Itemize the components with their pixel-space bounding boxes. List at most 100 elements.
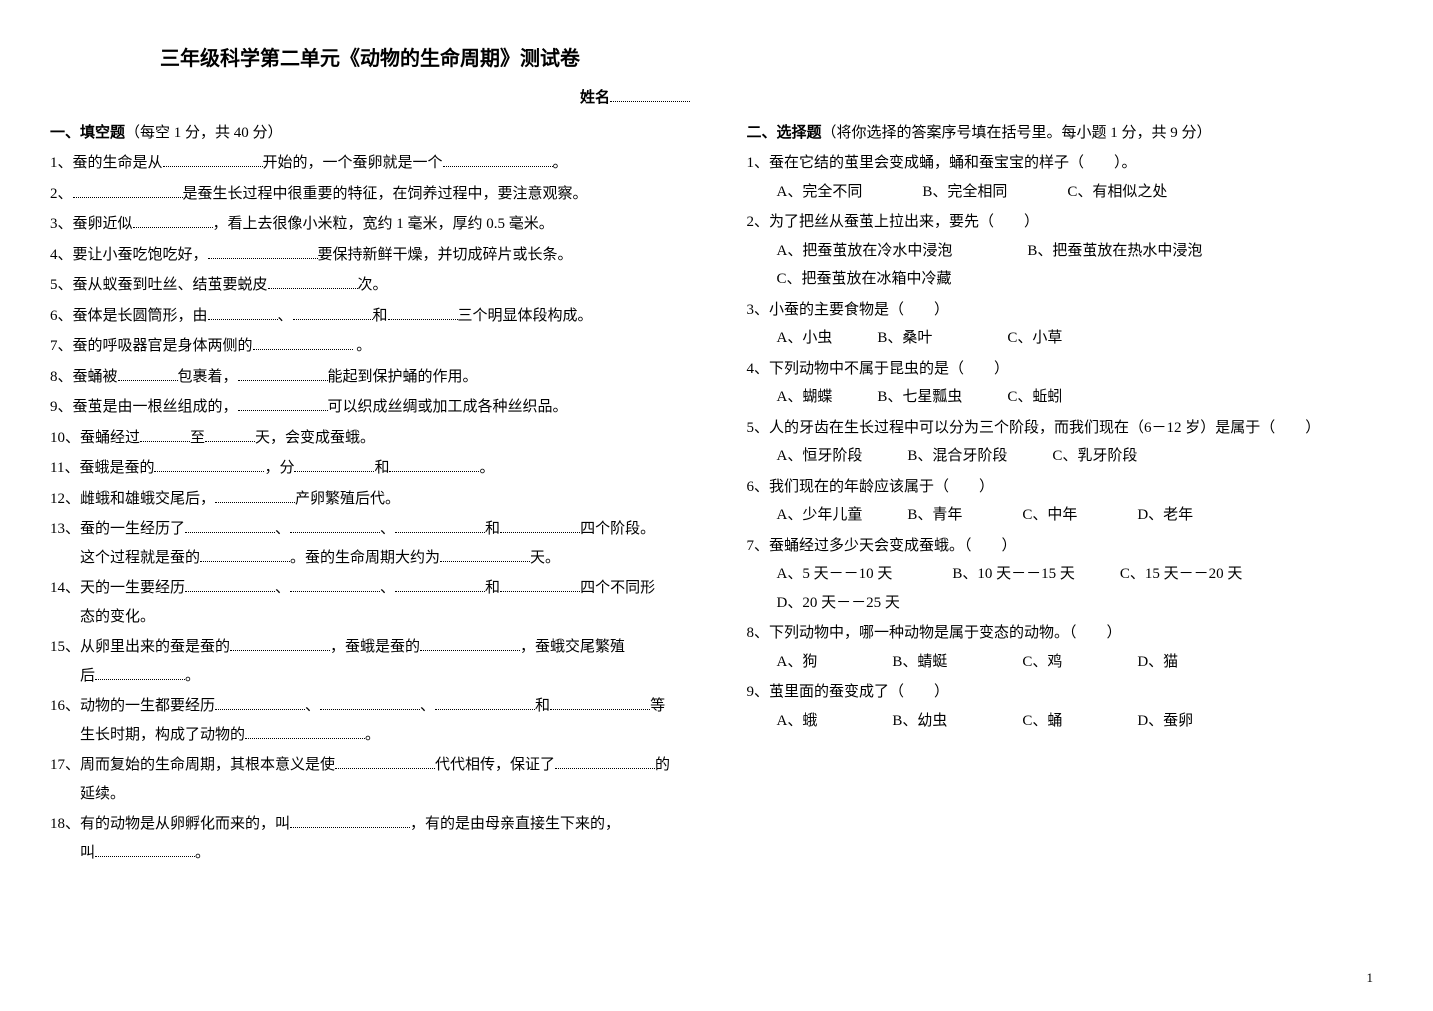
fill-q3: 3、蚕卵近似，看上去很像小米粒，宽约 1 毫米，厚约 0.5 毫米。 — [50, 210, 687, 239]
choice-q1: 1、蚕在它结的茧里会变成蛹，蛹和蚕宝宝的样子（ ）。 — [747, 149, 1384, 178]
q6-text-b: 、 — [278, 308, 293, 324]
q13-text-g: 。蚕的生命周期大约为 — [290, 550, 440, 566]
fill-q12: 12、雌蛾和雄蛾交尾后， 产卵繁殖后代。 — [50, 485, 687, 514]
q12-text-a: 12、雌蛾和雄蛾交尾后， — [50, 491, 215, 507]
blank[interactable] — [238, 396, 328, 411]
blank[interactable] — [163, 152, 263, 167]
blank[interactable] — [118, 366, 178, 381]
blank[interactable] — [268, 274, 358, 289]
blank[interactable] — [73, 183, 183, 198]
q15-text-c: ，蚕蛾交尾繁殖 — [520, 639, 625, 655]
blank[interactable] — [208, 305, 278, 320]
blank[interactable] — [395, 577, 485, 592]
fill-q2: 2、是蚕生长过程中很重要的特征，在饲养过程中，要注意观察。 — [50, 180, 687, 209]
q11-text-d: 。 — [479, 460, 494, 476]
q13-text-b: 、 — [275, 521, 290, 537]
q8-text-a: 8、蚕蛹被 — [50, 369, 118, 385]
q11-text-a: 11、蚕蛾是蚕的 — [50, 460, 154, 476]
blank[interactable] — [435, 695, 535, 710]
fill-q11: 11、蚕蛾是蚕的，分和。 — [50, 454, 687, 483]
blank[interactable] — [140, 427, 190, 442]
blank[interactable] — [420, 636, 520, 651]
blank[interactable] — [550, 695, 650, 710]
q7-text-b: 。 — [353, 338, 372, 354]
q9-text-a: 9、蚕茧是由一根丝组成的， — [50, 399, 238, 415]
fill-q8: 8、蚕蛹被包裹着，能起到保护蛹的作用。 — [50, 363, 687, 392]
q16-text-g: 。 — [365, 727, 380, 743]
fill-q18: 18、有的动物是从卵孵化而来的，叫，有的是由母亲直接生下来的， 叫。 — [50, 810, 687, 867]
q17-text-c: 的 — [655, 757, 670, 773]
q6-text-c: 和 — [373, 308, 388, 324]
q13-text-a: 13、蚕的一生经历了 — [50, 521, 185, 537]
fill-q4: 4、要让小蚕吃饱吃好，要保持新鲜干燥，并切成碎片或长条。 — [50, 241, 687, 270]
q16-text-f: 生长时期，构成了动物的 — [80, 727, 245, 743]
blank[interactable] — [154, 457, 264, 472]
q10-text-a: 10、蚕蛹经过 — [50, 430, 140, 446]
left-column: 一、填空题（每空 1 分，共 40 分） 1、蚕的生命是从开始的，一个蚕卵就是一… — [50, 119, 687, 868]
page-number: 1 — [1367, 966, 1374, 991]
q6-text-d: 三个明显体段构成。 — [458, 308, 593, 324]
fill-q15: 15、从卵里出来的蚕是蚕的，蚕蛾是蚕的，蚕蛾交尾繁殖 后。 — [50, 633, 687, 690]
blank[interactable] — [215, 488, 295, 503]
blank[interactable] — [500, 518, 580, 533]
two-column-layout: 一、填空题（每空 1 分，共 40 分） 1、蚕的生命是从开始的，一个蚕卵就是一… — [50, 119, 1383, 868]
q15-line2: 后。 — [50, 662, 687, 691]
blank[interactable] — [388, 305, 458, 320]
choice-q7-opts1: A、5 天－－10 天 B、10 天－－15 天 C、15 天－－20 天 — [747, 560, 1384, 589]
q18-text-c: 叫 — [80, 845, 95, 861]
q10-text-b: 至 — [190, 430, 205, 446]
choice-q2: 2、为了把丝从蚕茧上拉出来，要先（ ） — [747, 208, 1384, 237]
blank[interactable] — [395, 518, 485, 533]
blank[interactable] — [253, 335, 353, 350]
blank[interactable] — [205, 427, 255, 442]
q14-text-b: 、 — [275, 580, 290, 596]
name-blank[interactable] — [610, 101, 690, 102]
blank[interactable] — [290, 813, 410, 828]
blank[interactable] — [440, 547, 530, 562]
choice-q7-opts2: D、20 天－－25 天 — [747, 589, 1384, 618]
name-line: 姓名 — [50, 84, 690, 113]
blank[interactable] — [290, 577, 380, 592]
blank[interactable] — [95, 842, 195, 857]
blank[interactable] — [335, 754, 435, 769]
q18-text-d: 。 — [195, 845, 210, 861]
blank[interactable] — [290, 518, 380, 533]
q18-line2: 叫。 — [50, 839, 687, 868]
choice-q5: 5、人的牙齿在生长过程中可以分为三个阶段，而我们现在（6－12 岁）是属于（ ） — [747, 414, 1384, 443]
blank[interactable] — [500, 577, 580, 592]
q13-text-h: 天。 — [530, 550, 560, 566]
fill-q13: 13、蚕的一生经历了、、和四个阶段。 这个过程就是蚕的。蚕的生命周期大约为天。 — [50, 515, 687, 572]
choice-q2-opts2: C、把蚕茧放在冰箱中冷藏 — [747, 265, 1384, 294]
q14-text-a: 14、天的一生要经历 — [50, 580, 185, 596]
blank[interactable] — [294, 457, 374, 472]
blank[interactable] — [320, 695, 420, 710]
blank[interactable] — [230, 636, 330, 651]
fill-q17: 17、周而复始的生命周期，其根本意义是使代代相传，保证了的 延续。 — [50, 751, 687, 808]
blank[interactable] — [245, 724, 365, 739]
blank[interactable] — [185, 577, 275, 592]
exam-title: 三年级科学第二单元《动物的生命周期》测试卷 — [50, 40, 690, 78]
blank[interactable] — [443, 152, 553, 167]
q2-text-b: 是蚕生长过程中很重要的特征，在饲养过程中，要注意观察。 — [183, 186, 588, 202]
blank[interactable] — [215, 695, 305, 710]
blank[interactable] — [238, 366, 328, 381]
blank[interactable] — [185, 518, 275, 533]
fill-q10: 10、蚕蛹经过至天，会变成蚕蛾。 — [50, 424, 687, 453]
fill-q6: 6、蚕体是长圆筒形，由、和三个明显体段构成。 — [50, 302, 687, 331]
choice-q9-opts: A、蛾 B、幼虫 C、蛹 D、蚕卵 — [747, 707, 1384, 736]
blank[interactable] — [555, 754, 655, 769]
blank[interactable] — [95, 665, 185, 680]
blank[interactable] — [208, 244, 318, 259]
choice-q4-opts: A、蝴蝶 B、七星瓢虫 C、蚯蚓 — [747, 383, 1384, 412]
blank[interactable] — [133, 213, 213, 228]
blank[interactable] — [293, 305, 373, 320]
q1-text-c: 。 — [553, 155, 568, 171]
choice-q7: 7、蚕蛹经过多少天会变成蚕蛾。（ ） — [747, 532, 1384, 561]
q16-text-c: 、 — [420, 698, 435, 714]
blank[interactable] — [389, 457, 479, 472]
q13-text-c: 、 — [380, 521, 395, 537]
q16-text-d: 和 — [535, 698, 550, 714]
q12-text-b: 产卵繁殖后代。 — [295, 491, 400, 507]
fill-q9: 9、蚕茧是由一根丝组成的，可以织成丝绸或加工成各种丝织品。 — [50, 393, 687, 422]
blank[interactable] — [200, 547, 290, 562]
